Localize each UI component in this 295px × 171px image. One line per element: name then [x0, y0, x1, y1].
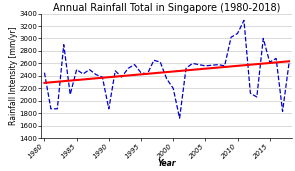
X-axis label: Year: Year	[158, 159, 176, 168]
Y-axis label: Rainfall Intensity [mm/yr]: Rainfall Intensity [mm/yr]	[9, 27, 18, 125]
Title: Annual Rainfall Total in Singapore (1980-2018): Annual Rainfall Total in Singapore (1980…	[53, 3, 281, 13]
